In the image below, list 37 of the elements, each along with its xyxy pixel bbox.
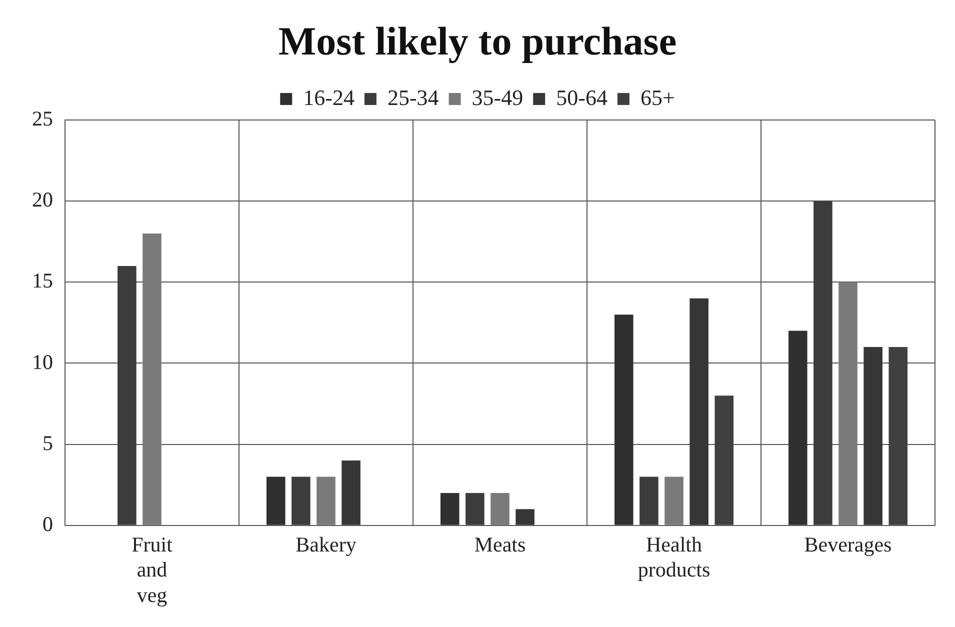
x-tick-label: Meats [474,532,526,557]
bar [864,347,882,525]
bar [788,330,808,525]
bar [838,282,858,525]
legend-label: 65+ [640,84,675,110]
bar [266,476,286,525]
y-tick-label: 15 [32,268,53,293]
bar [814,201,832,525]
bar [690,298,708,525]
y-tick-label: 10 [32,350,53,374]
bar [466,492,484,525]
bar [888,347,908,525]
legend-label: 16-24 [303,84,354,110]
bar [342,460,360,525]
y-tick-label: 5 [42,430,53,455]
chart-title: Most likely to purchase [278,18,677,64]
bar [118,266,136,525]
x-tick-label: Health products [638,532,710,582]
bar [664,476,684,525]
bar [516,509,534,525]
bar [292,476,310,525]
y-tick-label: 20 [32,188,53,212]
bar [142,234,162,525]
x-tick-label: Beverages [804,532,892,557]
x-tick-label: Bakery [296,532,357,557]
legend-label: 25-34 [387,84,439,110]
bar [714,396,734,525]
bar [640,476,658,525]
x-tick-label: Fruit and veg [132,532,173,607]
y-tick-label: 25 [32,106,53,131]
bar [440,492,460,525]
legend-label: 35-49 [472,84,524,110]
bar [490,492,510,525]
bar [316,476,336,525]
bar [614,314,634,525]
y-tick-label: 0 [42,512,53,536]
legend-label: 50-64 [556,84,608,110]
